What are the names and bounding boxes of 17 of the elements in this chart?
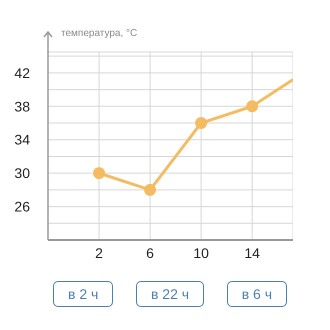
y-tick-label: 34 xyxy=(14,132,30,148)
y-tick-label: 30 xyxy=(14,165,30,182)
x-tick-label: 10 xyxy=(193,244,210,261)
y-tick-label: 42 xyxy=(14,64,30,81)
y-axis-title: температура, °C xyxy=(61,28,138,39)
x-tick-label: 2 xyxy=(95,244,104,261)
text: в 2 ч xyxy=(53,281,114,307)
point xyxy=(144,184,156,196)
y-tick-label: 26 xyxy=(14,198,30,215)
point xyxy=(195,117,208,130)
x-tick-label: 6 xyxy=(146,244,154,261)
point xyxy=(93,167,106,180)
point xyxy=(246,100,258,112)
x-tick-label: 14 xyxy=(244,244,260,261)
y-tick-label: 38 xyxy=(14,98,30,114)
text: в 6 ч xyxy=(226,281,287,307)
text: в 22 ч xyxy=(136,281,204,307)
